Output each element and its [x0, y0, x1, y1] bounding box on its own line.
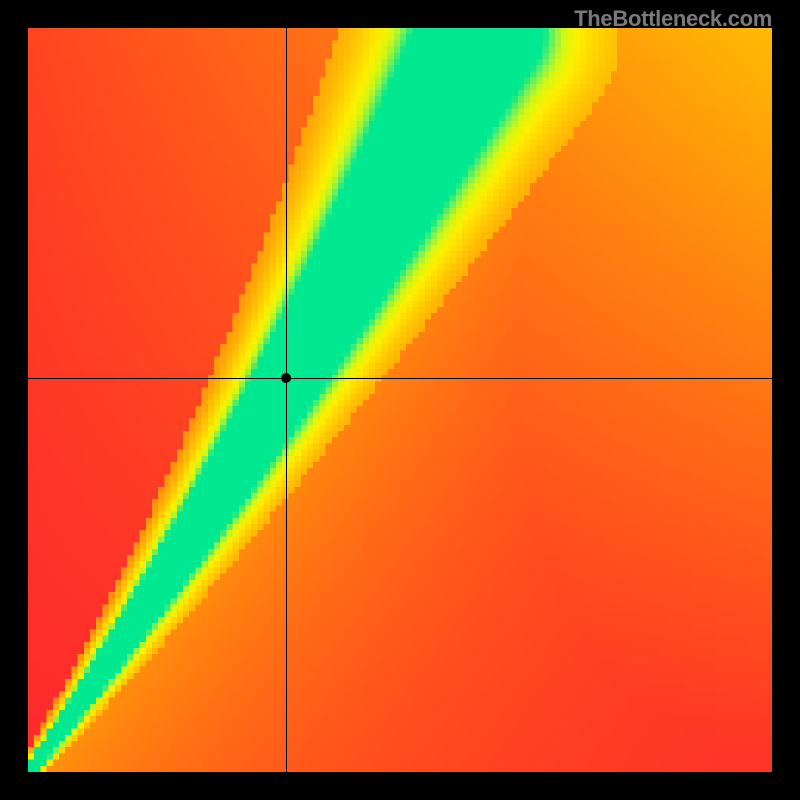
crosshair-horizontal	[28, 378, 772, 379]
watermark-text: TheBottleneck.com	[574, 6, 772, 32]
selected-point-marker	[281, 373, 291, 383]
heatmap-canvas	[28, 28, 772, 772]
bottleneck-heatmap	[28, 28, 772, 772]
crosshair-vertical	[286, 28, 287, 772]
